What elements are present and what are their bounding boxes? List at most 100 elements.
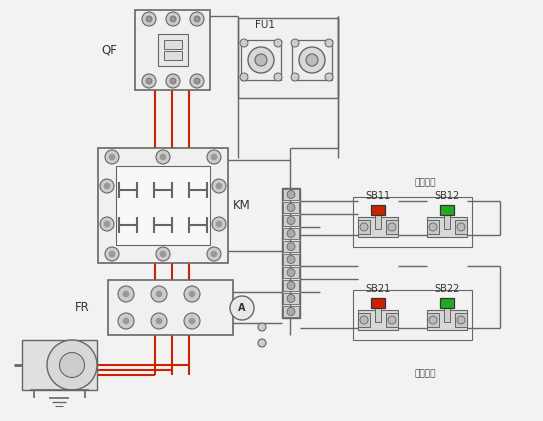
Text: FU1: FU1 <box>255 20 275 30</box>
Text: A: A <box>238 303 246 313</box>
Bar <box>427 220 439 234</box>
Circle shape <box>388 223 396 231</box>
Circle shape <box>287 282 295 290</box>
Text: 甲地控制: 甲地控制 <box>414 178 435 187</box>
Bar <box>353 197 472 247</box>
Circle shape <box>109 154 115 160</box>
Bar <box>358 313 370 327</box>
Bar <box>283 254 299 265</box>
Circle shape <box>388 316 396 324</box>
Bar <box>283 306 299 317</box>
Circle shape <box>156 150 170 164</box>
Circle shape <box>189 291 195 297</box>
Bar <box>283 215 299 226</box>
Circle shape <box>258 339 266 347</box>
Bar <box>444 211 450 229</box>
Circle shape <box>207 247 221 261</box>
Circle shape <box>104 183 110 189</box>
Bar <box>427 310 467 330</box>
Circle shape <box>360 223 368 231</box>
Circle shape <box>190 12 204 26</box>
Circle shape <box>291 39 299 47</box>
Circle shape <box>258 323 266 331</box>
Circle shape <box>212 179 226 193</box>
Circle shape <box>60 352 85 378</box>
Bar <box>283 189 299 200</box>
Bar <box>292 40 332 80</box>
Circle shape <box>151 313 167 329</box>
Bar <box>427 313 439 327</box>
Circle shape <box>207 150 221 164</box>
Bar <box>371 298 385 308</box>
Circle shape <box>287 269 295 277</box>
Circle shape <box>47 340 97 390</box>
Circle shape <box>184 286 200 302</box>
Circle shape <box>123 291 129 297</box>
Circle shape <box>160 154 166 160</box>
Circle shape <box>142 12 156 26</box>
Circle shape <box>429 223 437 231</box>
Bar <box>283 241 299 252</box>
Circle shape <box>166 74 180 88</box>
Circle shape <box>216 221 222 227</box>
Circle shape <box>123 318 129 324</box>
Text: QF: QF <box>101 43 117 56</box>
Bar <box>455 220 467 234</box>
Circle shape <box>151 286 167 302</box>
Text: KM: KM <box>233 198 251 211</box>
Circle shape <box>287 216 295 224</box>
Circle shape <box>146 78 152 84</box>
Circle shape <box>230 296 254 320</box>
Circle shape <box>184 313 200 329</box>
Circle shape <box>189 318 195 324</box>
Circle shape <box>211 251 217 257</box>
Bar <box>283 228 299 239</box>
Circle shape <box>105 150 119 164</box>
Circle shape <box>287 242 295 250</box>
Circle shape <box>299 47 325 73</box>
Bar <box>440 205 454 215</box>
Circle shape <box>291 73 299 81</box>
Bar <box>108 280 233 335</box>
Circle shape <box>211 154 217 160</box>
Circle shape <box>190 74 204 88</box>
Bar <box>427 217 467 237</box>
Circle shape <box>248 47 274 73</box>
Circle shape <box>287 307 295 315</box>
Bar <box>282 188 300 318</box>
Circle shape <box>287 203 295 211</box>
Circle shape <box>160 251 166 257</box>
Bar <box>238 18 338 98</box>
Circle shape <box>287 295 295 303</box>
Bar <box>164 40 182 49</box>
Circle shape <box>306 54 318 66</box>
Bar <box>283 293 299 304</box>
Circle shape <box>109 251 115 257</box>
Circle shape <box>146 16 152 22</box>
Circle shape <box>240 73 248 81</box>
Text: SB22: SB22 <box>434 284 460 294</box>
Circle shape <box>104 221 110 227</box>
Circle shape <box>240 39 248 47</box>
Circle shape <box>216 183 222 189</box>
Text: SB12: SB12 <box>434 191 459 201</box>
Text: FR: FR <box>75 301 90 314</box>
Bar <box>283 202 299 213</box>
Text: 乙地控制: 乙地控制 <box>414 369 435 378</box>
Bar <box>375 304 381 322</box>
Bar <box>22 340 97 390</box>
Circle shape <box>255 54 267 66</box>
Bar <box>158 34 188 66</box>
Circle shape <box>166 12 180 26</box>
Circle shape <box>156 247 170 261</box>
Circle shape <box>457 316 465 324</box>
Circle shape <box>287 229 295 237</box>
Circle shape <box>212 217 226 231</box>
Circle shape <box>457 223 465 231</box>
Circle shape <box>274 39 282 47</box>
Circle shape <box>105 247 119 261</box>
Text: SB21: SB21 <box>365 284 390 294</box>
Bar <box>358 220 370 234</box>
Circle shape <box>118 313 134 329</box>
Circle shape <box>170 78 176 84</box>
